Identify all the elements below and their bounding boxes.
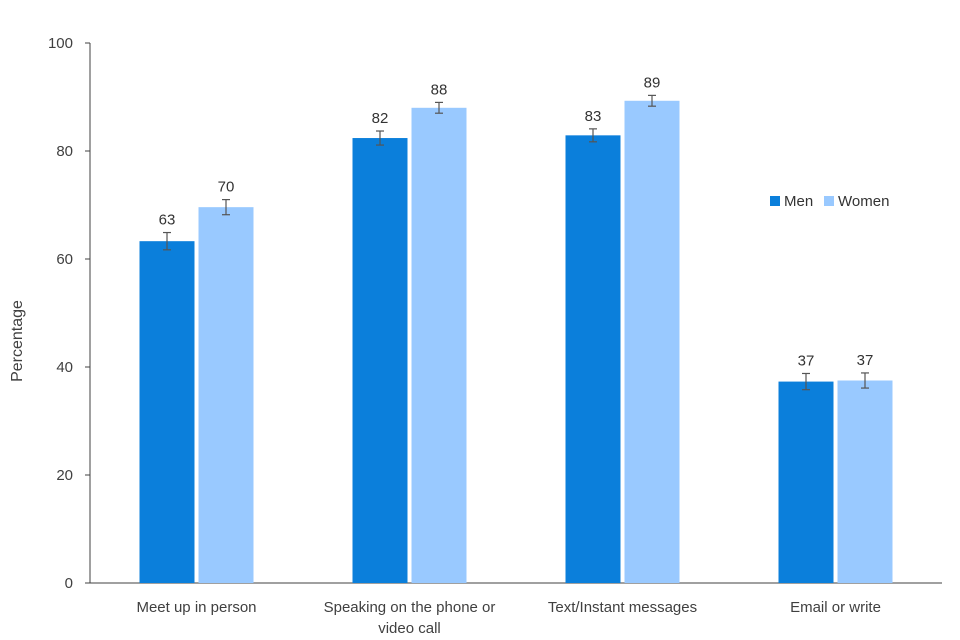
data-label: 70 [218,179,235,196]
legend-swatch-women [824,196,834,206]
y-tick-label: 100 [48,35,73,52]
data-label: 88 [431,81,448,98]
bar-women [837,380,893,583]
bar-women [624,100,680,583]
data-label: 83 [585,108,602,125]
y-tick-label: 40 [56,359,73,376]
data-label: 89 [644,74,661,91]
bar-men [352,138,408,584]
y-tick-label: 60 [56,251,73,268]
legend-label-women: Women [838,193,889,210]
category-label: Text/Instant messages [548,599,697,616]
y-tick-label: 20 [56,467,73,484]
legend-label-men: Men [784,193,813,210]
category-label: video call [378,620,441,637]
y-axis-title: Percentage [9,300,26,382]
bar-women [411,107,467,584]
data-label: 37 [857,352,874,369]
y-tick-label: 0 [65,575,73,592]
bar-men [139,241,195,583]
category-label: Email or write [790,599,881,616]
category-label: Meet up in person [136,599,256,616]
bar-men [565,135,621,583]
bar-men [778,381,834,583]
legend-swatch-men [770,196,780,206]
data-label: 37 [798,352,815,369]
data-label: 63 [159,212,176,229]
data-label: 82 [372,110,389,127]
bar-women [198,207,254,583]
y-tick-label: 80 [56,143,73,160]
category-label: Speaking on the phone or [324,599,496,616]
